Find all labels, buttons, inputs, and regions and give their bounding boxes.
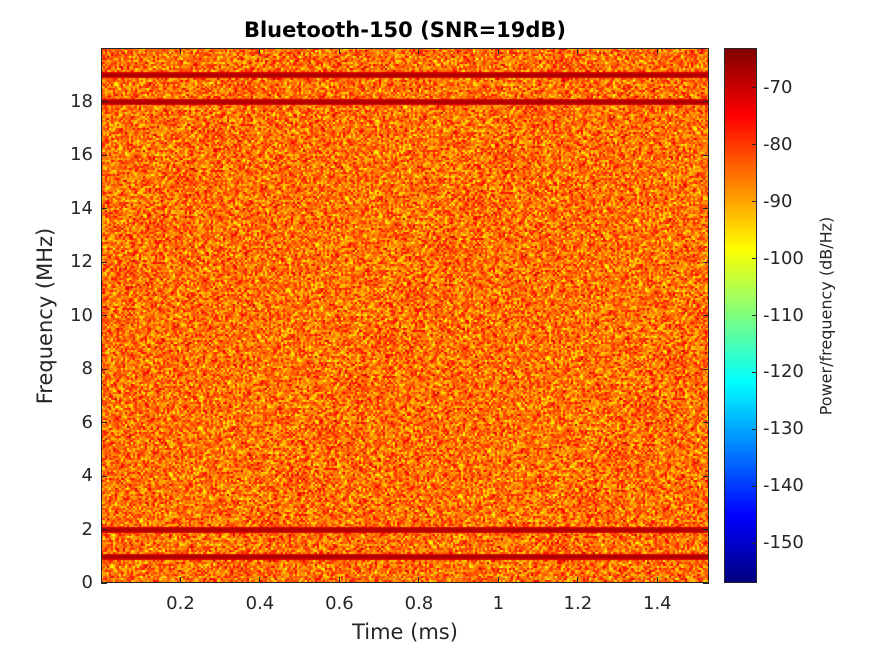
y-tick-label: 6 <box>81 411 93 433</box>
y-tick-label: 18 <box>70 90 93 112</box>
y-tick-label: 4 <box>81 465 93 486</box>
y-tick-mark-right <box>703 154 709 156</box>
x-tick-mark <box>179 577 181 583</box>
x-tick-mark <box>338 577 340 583</box>
colorbar-tick-mark <box>752 428 757 430</box>
x-tick-mark-top <box>259 48 261 54</box>
y-tick-mark <box>101 368 107 370</box>
y-tick-mark-right <box>703 529 709 530</box>
y-tick-label: 14 <box>70 197 93 219</box>
x-tick-mark <box>577 577 579 583</box>
x-tick-mark-top <box>656 48 658 54</box>
colorbar-tick-mark <box>752 315 757 316</box>
colorbar-tick-mark <box>752 371 757 373</box>
x-tick-label: 1.2 <box>563 593 593 614</box>
x-tick-mark-top <box>497 48 499 54</box>
y-tick-mark-right <box>703 261 709 263</box>
y-tick-label: 0 <box>81 572 93 593</box>
chart-title: Bluetooth-150 (SNR=19dB) <box>243 18 567 42</box>
x-tick-mark <box>418 577 420 583</box>
colorbar <box>724 48 757 583</box>
y-tick-mark <box>101 315 107 316</box>
y-tick-mark <box>101 422 107 423</box>
x-tick-mark <box>497 577 499 583</box>
y-tick-mark-right <box>703 315 709 316</box>
y-tick-mark <box>101 154 107 156</box>
y-tick-mark <box>101 101 107 102</box>
x-axis-label: Time (ms) <box>352 620 458 644</box>
colorbar-tick-mark <box>752 144 757 146</box>
colorbar-tick-mark <box>752 542 757 544</box>
x-tick-mark <box>656 577 658 583</box>
colorbar-tick-mark <box>752 258 757 260</box>
colorbar-tick-mark <box>752 201 757 203</box>
x-tick-label: 1 <box>492 593 505 614</box>
colorbar-tick-label: -140 <box>763 475 804 497</box>
y-tick-label: 8 <box>81 358 93 379</box>
colorbar-tick-label: -110 <box>763 304 804 326</box>
y-tick-mark-right <box>703 475 709 477</box>
y-tick-label: 10 <box>70 304 93 326</box>
y-tick-mark-right <box>703 368 709 370</box>
x-tick-mark-top <box>179 48 181 54</box>
y-tick-mark-right <box>703 101 709 102</box>
x-tick-label: 0.8 <box>404 593 434 614</box>
colorbar-tick-mark <box>752 485 757 487</box>
y-tick-mark-right <box>703 422 709 423</box>
x-tick-mark <box>259 577 261 583</box>
colorbar-tick-label: -80 <box>763 133 793 155</box>
colorbar-tick-label: -120 <box>763 361 804 383</box>
colorbar-tick-mark <box>752 87 757 89</box>
y-tick-label: 12 <box>70 251 93 272</box>
x-tick-mark-top <box>338 48 340 54</box>
y-tick-mark <box>101 582 107 584</box>
y-tick-mark <box>101 529 107 530</box>
x-tick-label: 0.4 <box>245 593 275 614</box>
x-tick-label: 0.6 <box>325 593 354 614</box>
colorbar-tick-label: -100 <box>763 247 804 269</box>
x-tick-mark-top <box>418 48 420 54</box>
x-tick-label: 0.2 <box>166 593 195 614</box>
spectrogram-plot <box>101 48 709 583</box>
x-tick-label: 1.4 <box>643 593 672 614</box>
y-tick-mark-right <box>703 582 709 584</box>
colorbar-tick-label: -150 <box>763 532 804 554</box>
y-tick-label: 2 <box>81 518 93 540</box>
y-tick-mark-right <box>703 208 709 209</box>
x-tick-mark-top <box>577 48 579 54</box>
y-tick-mark <box>101 208 107 209</box>
colorbar-tick-label: -90 <box>763 190 793 212</box>
y-tick-mark <box>101 261 107 263</box>
colorbar-label: Power/frequency (dB/Hz) <box>816 216 836 416</box>
colorbar-tick-label: -130 <box>763 418 804 440</box>
y-tick-mark <box>101 475 107 477</box>
colorbar-tick-label: -70 <box>763 76 793 98</box>
y-tick-label: 16 <box>70 144 93 165</box>
